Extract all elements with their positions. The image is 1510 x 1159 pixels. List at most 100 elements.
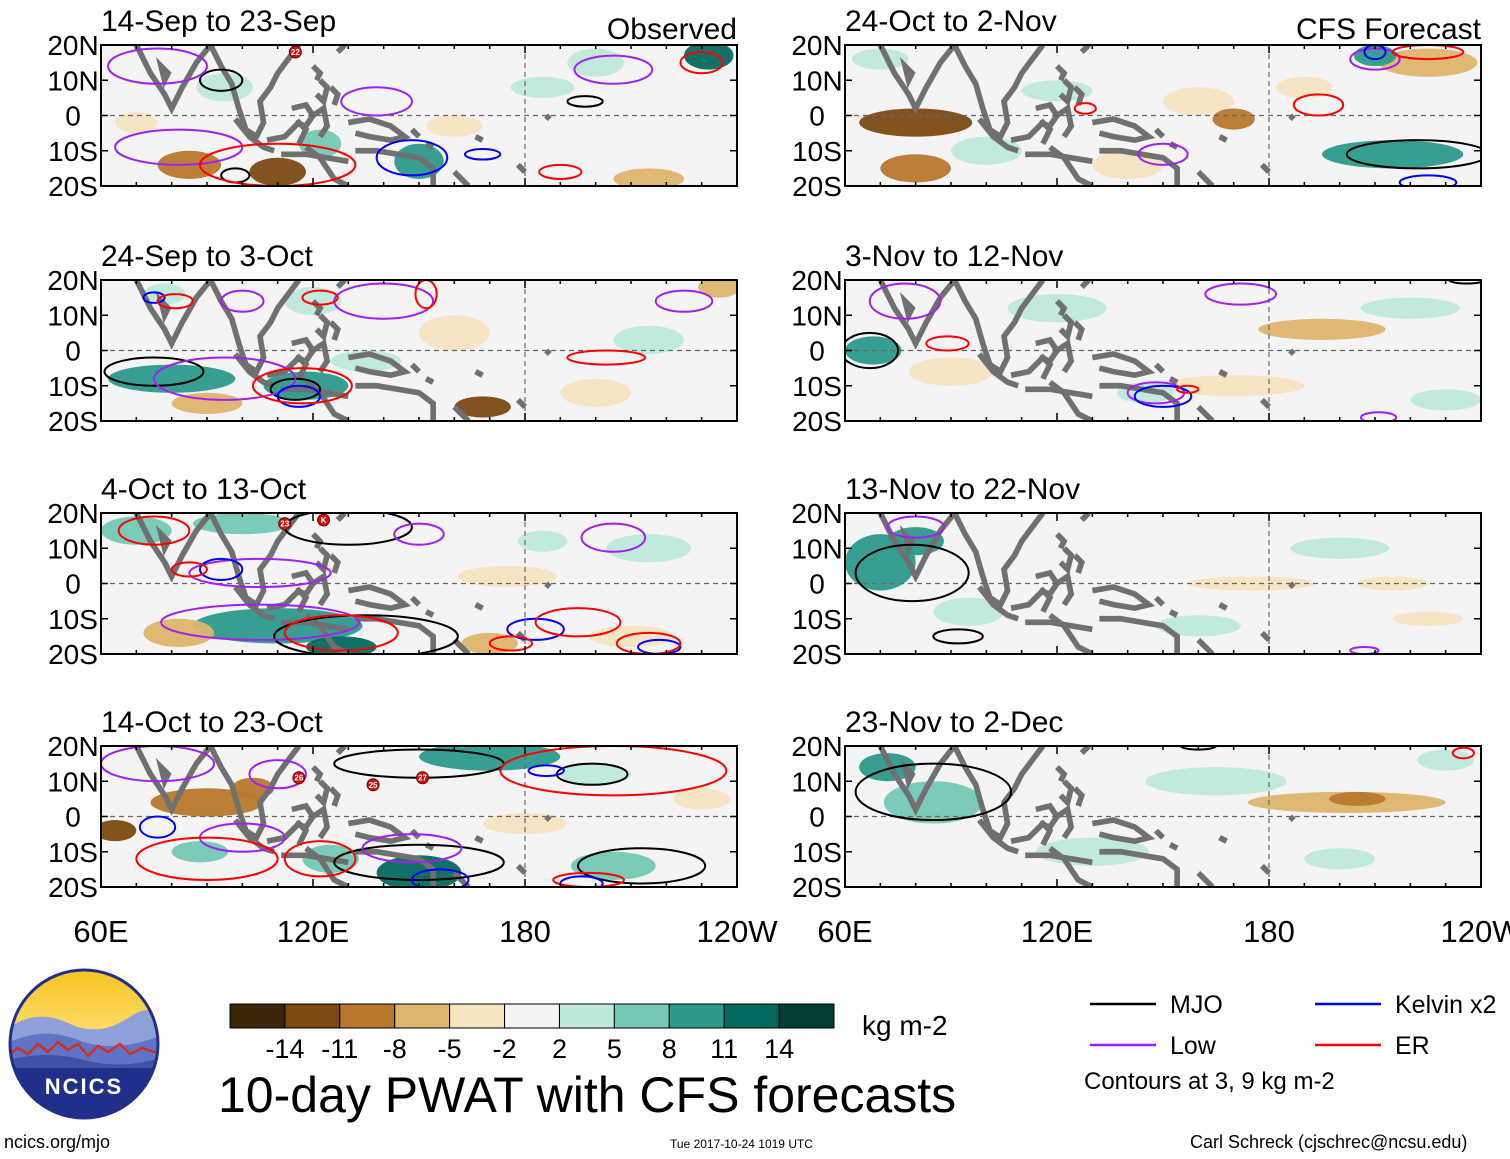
y-tick-label: 20S [48, 171, 98, 202]
y-tick-label: 20N [791, 265, 842, 296]
kelvin-contour [198, 557, 244, 581]
legend-label: Low [1170, 1032, 1217, 1060]
kelvin-contour [1398, 174, 1458, 186]
wave-contours [1073, 45, 1481, 186]
panel-title: 13-Nov to 22-Nov [845, 473, 1080, 506]
kelvin-contour [1133, 384, 1193, 408]
x-tick-label: 60E [817, 914, 872, 949]
legend-label: Kelvin x2 [1395, 991, 1496, 1019]
y-tick-label: 20N [47, 265, 98, 296]
anomaly-blob [419, 315, 490, 351]
timestamp: Tue 2017-10-24 1019 UTC [670, 1137, 813, 1151]
figure-title: 10-day PWAT with CFS forecasts [218, 1067, 957, 1123]
anomaly-blob [560, 378, 632, 407]
y-tick-label: 10N [791, 300, 842, 331]
er-contour [283, 840, 357, 878]
er-contour [156, 293, 194, 310]
low-contour [160, 603, 360, 641]
anomaly-blob [1276, 76, 1333, 98]
panel-title: 23-Nov to 2-Dec [845, 706, 1063, 739]
low-contour [248, 759, 307, 790]
er-contour [552, 871, 625, 887]
colorbar-label: -14 [265, 1034, 304, 1064]
colorbar-swatch [229, 1003, 286, 1029]
panel-title: 24-Oct to 2-Nov [845, 5, 1057, 38]
er-contour [117, 515, 191, 546]
colorbar-units: kg m-2 [862, 1010, 948, 1041]
anomaly-blob [249, 157, 306, 186]
y-tick-label: 10S [792, 371, 842, 402]
anomaly-blob [1360, 297, 1460, 319]
er-contour [488, 635, 534, 652]
anomaly-blob [1145, 767, 1287, 796]
colorbar-label: 14 [764, 1034, 794, 1064]
storm-label: 25 [369, 781, 378, 790]
mjo-contour [932, 628, 984, 645]
storm-label: 27 [418, 774, 427, 783]
anomaly-blob [101, 516, 172, 545]
colorbar-swatch [668, 1003, 725, 1029]
x-tick-label: 60E [73, 914, 128, 949]
er-contour [566, 349, 647, 366]
colorbar-swatch [778, 1003, 835, 1029]
kelvin-contour [463, 147, 502, 161]
storm-label: K [321, 516, 327, 525]
panel-8: 20N 10N 0 10S 20S 23-Nov to 2-Dec [791, 706, 1482, 903]
y-tick-label: 20N [47, 498, 98, 529]
low-contour [1359, 411, 1398, 421]
storm-marker: 25 [366, 778, 380, 792]
anomaly-blob [1258, 318, 1386, 340]
y-tick-label: 10N [791, 766, 842, 797]
er-contour [414, 280, 438, 310]
er-contour [1292, 93, 1345, 117]
anomaly-blob [454, 396, 511, 418]
y-tick-label: 0 [65, 569, 81, 600]
wave-contours [107, 47, 724, 186]
storm-label: 23 [280, 520, 289, 529]
y-tick-label: 10N [47, 533, 98, 564]
anomaly-blob [1417, 749, 1474, 771]
y-tick-label: 20S [48, 406, 98, 437]
colorbar-label: 8 [662, 1034, 677, 1064]
er-contour [1391, 45, 1465, 61]
anomaly-blob [1092, 150, 1163, 179]
panel-2: 20N 10N 0 10S 20S 24-Sep to 3-Oct [47, 240, 738, 437]
source-link[interactable]: ncics.org/mjo [4, 1132, 111, 1152]
storm-marker: 26 [292, 771, 306, 785]
kelvin-contour [375, 139, 449, 177]
low-contour [868, 282, 942, 320]
anomaly-blob [171, 841, 229, 863]
anomaly-blob [859, 108, 973, 137]
mjo-contour [1345, 139, 1481, 170]
anomaly-blob [698, 280, 737, 298]
contour-note: Contours at 3, 9 kg m-2 [1084, 1068, 1335, 1095]
mjo-contour [566, 95, 604, 108]
colorbar-label: 2 [552, 1034, 567, 1064]
y-tick-label: 10N [47, 766, 98, 797]
anomaly-blob [1357, 576, 1428, 591]
anomaly-blob [510, 76, 575, 98]
er-contour [538, 163, 583, 180]
storm-marker: K [317, 513, 331, 527]
y-tick-label: 20S [792, 171, 842, 202]
y-tick-label: 20S [48, 872, 98, 903]
anomaly-blob [613, 168, 684, 186]
legend-label: ER [1395, 1032, 1430, 1060]
storm-icon [278, 517, 292, 531]
y-tick-label: 0 [809, 569, 825, 600]
er-contour [198, 142, 357, 186]
anomaly-blob [908, 357, 994, 386]
anomaly-blob [880, 154, 952, 183]
y-tick-label: 10S [48, 837, 98, 868]
y-tick-label: 20N [47, 30, 98, 61]
y-tick-label: 10S [48, 371, 98, 402]
anomaly-blob [1212, 108, 1255, 130]
anomaly-blob [1007, 294, 1107, 323]
legend-label: MJO [1170, 991, 1223, 1019]
anomaly-blob [673, 788, 730, 810]
storm-icon [366, 778, 380, 792]
y-tick-label: 10S [792, 604, 842, 635]
er-contour [135, 836, 279, 881]
x-tick-label: 120W [697, 914, 779, 949]
anomaly-blob [852, 48, 909, 70]
